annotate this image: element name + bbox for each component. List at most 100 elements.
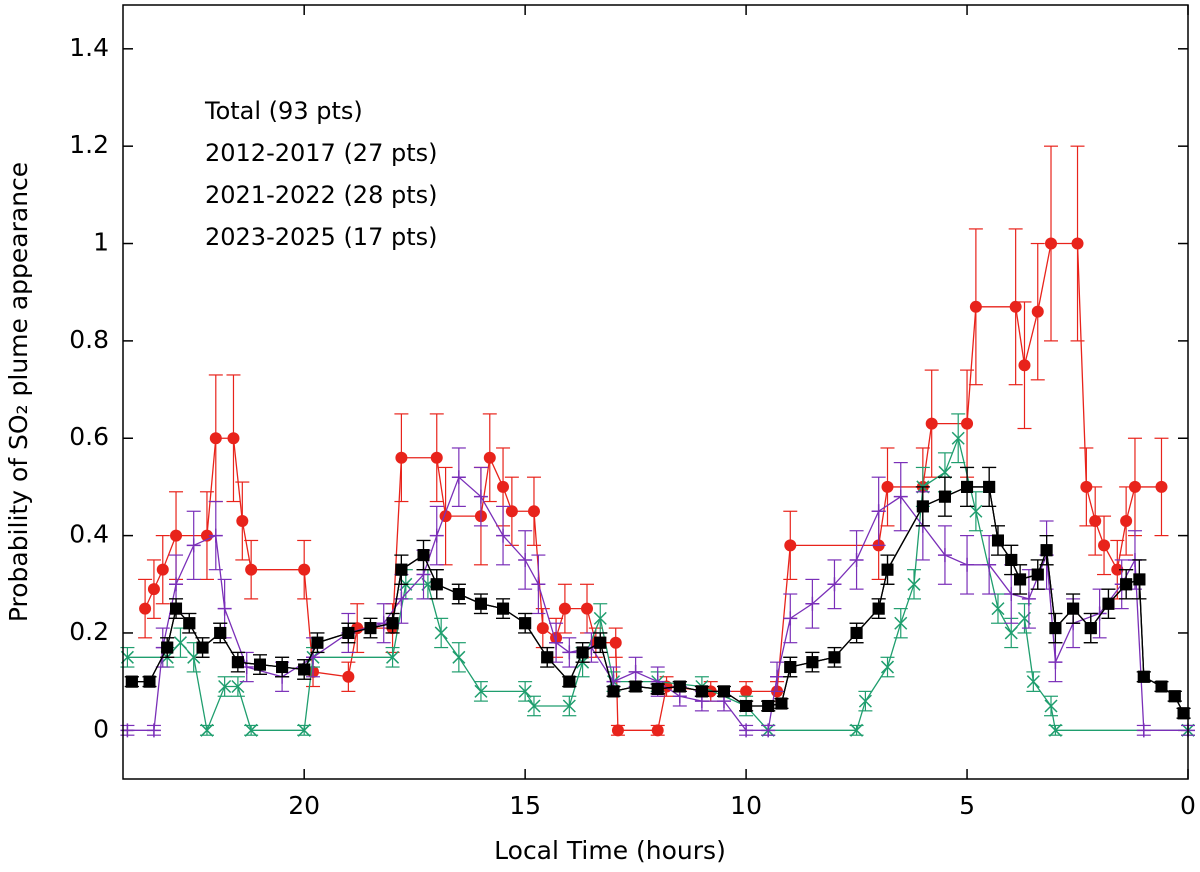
- point: [208, 528, 223, 543]
- point: [1048, 723, 1062, 737]
- x-tick-label: 15: [509, 791, 541, 820]
- point: [806, 656, 819, 669]
- point: [1120, 515, 1133, 527]
- point: [761, 723, 776, 738]
- point: [169, 577, 184, 592]
- point: [1018, 359, 1031, 372]
- point: [969, 504, 983, 518]
- point: [880, 660, 895, 674]
- series-line: [127, 476, 1188, 731]
- point: [549, 635, 564, 650]
- x-axis-label: Local Time (hours): [494, 836, 726, 865]
- point: [1111, 563, 1124, 576]
- point: [214, 626, 227, 639]
- x-tick-label: 5: [959, 791, 975, 820]
- point: [236, 515, 249, 527]
- point: [593, 611, 607, 625]
- point: [651, 682, 664, 695]
- point: [1098, 539, 1111, 552]
- point: [298, 663, 311, 676]
- point: [527, 699, 541, 713]
- point: [849, 552, 864, 567]
- legend-entry: Total (93 pts): [204, 97, 363, 125]
- series: [124, 466, 1191, 720]
- point: [651, 724, 664, 737]
- point: [483, 451, 496, 464]
- point: [717, 685, 730, 698]
- point: [1005, 553, 1018, 566]
- point: [541, 651, 554, 664]
- point: [770, 669, 785, 684]
- point: [496, 528, 511, 543]
- legend: Total (93 pts) 2012-2017 (27 pts) 2021-202…: [204, 97, 438, 251]
- point: [740, 699, 753, 712]
- point: [527, 505, 540, 518]
- point: [253, 658, 266, 671]
- point: [893, 489, 908, 504]
- point: [784, 539, 797, 552]
- point: [395, 563, 408, 576]
- point: [231, 656, 244, 669]
- point: [173, 636, 187, 650]
- point: [364, 622, 377, 635]
- point: [1049, 622, 1062, 635]
- point: [519, 617, 532, 630]
- point: [607, 685, 620, 698]
- point: [872, 602, 885, 615]
- point: [1014, 573, 1027, 586]
- point: [961, 480, 974, 493]
- point: [161, 641, 174, 654]
- point: [881, 480, 894, 493]
- point: [297, 723, 311, 737]
- legend-entry: 2021-2022 (28 pts): [205, 181, 438, 209]
- point: [1128, 480, 1141, 493]
- series-line: [144, 242, 1162, 731]
- point: [473, 489, 488, 504]
- point: [217, 601, 232, 616]
- point: [609, 636, 622, 649]
- point: [147, 583, 160, 596]
- point: [146, 723, 161, 738]
- point: [170, 529, 183, 542]
- point: [828, 651, 841, 664]
- point: [894, 616, 908, 630]
- point: [395, 451, 408, 464]
- y-tick-label: 1: [93, 228, 109, 257]
- point: [125, 675, 138, 688]
- x-tick-label: 20: [288, 791, 320, 820]
- point: [938, 465, 952, 479]
- point: [563, 675, 576, 688]
- point: [1177, 707, 1190, 720]
- point: [827, 577, 842, 592]
- point: [200, 723, 214, 737]
- point: [518, 552, 533, 567]
- y-tick-label: 0.2: [69, 617, 109, 646]
- point: [871, 504, 886, 519]
- point: [1031, 305, 1044, 318]
- point: [629, 680, 642, 693]
- point: [183, 617, 196, 630]
- point: [430, 451, 443, 464]
- point: [1040, 544, 1053, 557]
- point: [497, 480, 510, 493]
- point: [536, 622, 549, 635]
- point: [991, 602, 1005, 616]
- point: [762, 699, 775, 712]
- point: [218, 679, 232, 694]
- point: [311, 636, 324, 649]
- point: [938, 490, 951, 503]
- x-tick-label: 10: [730, 791, 762, 820]
- point: [937, 548, 952, 563]
- point: [576, 646, 589, 659]
- point: [784, 661, 797, 674]
- point: [451, 470, 466, 485]
- point: [858, 694, 872, 708]
- point: [916, 500, 929, 513]
- point: [497, 602, 510, 615]
- point: [139, 602, 152, 615]
- point: [298, 563, 311, 576]
- point: [386, 650, 400, 664]
- plot-frame: [122, 4, 1189, 780]
- point: [805, 596, 820, 611]
